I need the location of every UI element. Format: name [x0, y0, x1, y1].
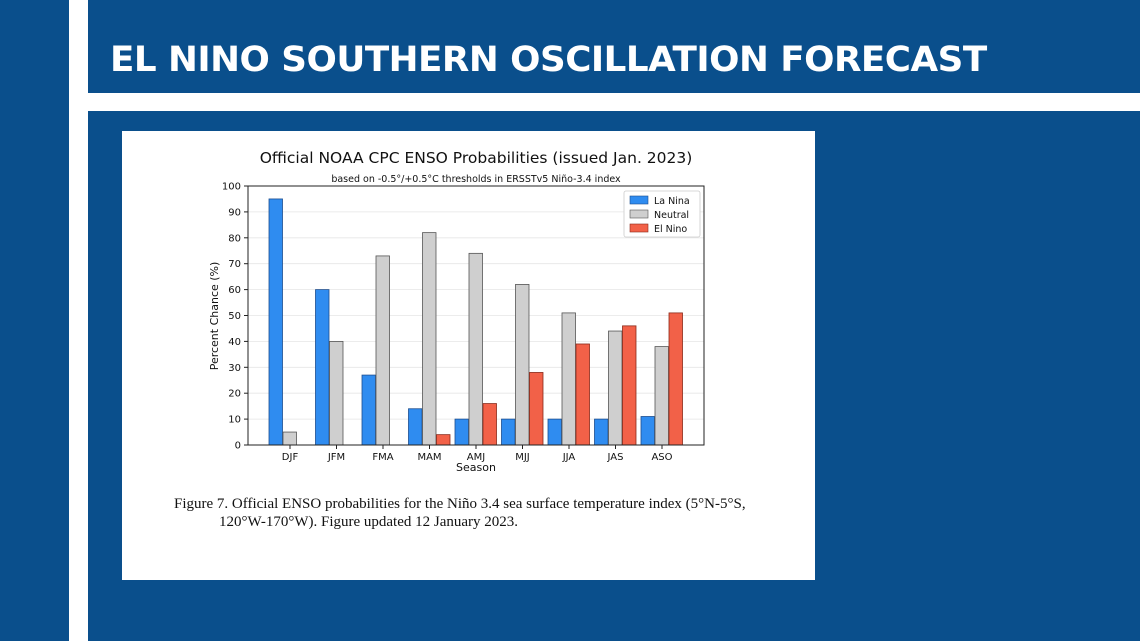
bar-el-nino-mjj	[529, 372, 544, 446]
bar-la-nina-jfm	[315, 289, 330, 446]
bars	[268, 198, 683, 446]
y-tick-label: 0	[235, 441, 241, 452]
y-tick-label: 30	[228, 363, 241, 374]
bar-neutral-mjj	[515, 284, 530, 446]
y-tick-label: 70	[228, 259, 241, 270]
bar-el-nino-amj	[482, 403, 497, 446]
figure-caption: Figure 7. Official ENSO probabilities fo…	[174, 495, 774, 531]
bar-la-nina-aso	[640, 416, 655, 446]
y-tick-label: 60	[228, 285, 241, 296]
legend-label: Neutral	[654, 210, 689, 221]
bar-la-nina-mjj	[501, 418, 516, 446]
vertical-divider	[69, 0, 88, 641]
caption-line-2: 120°W-170°W). Figure updated 12 January …	[219, 514, 519, 530]
x-tick-label: JFM	[327, 452, 345, 463]
x-tick-label: MAM	[417, 452, 441, 463]
caption-line-1: Figure 7. Official ENSO probabilities fo…	[174, 496, 746, 512]
x-axis-ticks: DJF JFM FMA MAM AMJ MJJ JJA JAS ASO	[282, 445, 673, 463]
bar-la-nina-djf	[268, 198, 283, 446]
bar-neutral-fma	[375, 255, 390, 446]
bar-neutral-jja	[561, 312, 576, 446]
y-tick-label: 90	[228, 207, 241, 218]
x-axis-label: Season	[456, 461, 496, 474]
legend-label: La Nina	[654, 196, 690, 207]
left-sidebar-bar	[0, 0, 69, 641]
x-tick-label: DJF	[282, 452, 299, 463]
bar-la-nina-mam	[408, 408, 423, 446]
y-tick-label: 50	[228, 311, 241, 322]
legend-label: El Nino	[654, 224, 687, 235]
figure-panel: Official NOAA CPC ENSO Probabilities (is…	[122, 131, 815, 580]
chart-subtitle: based on -0.5°/+0.5°C thresholds in ERSS…	[331, 174, 621, 185]
y-axis-label: Percent Chance (%)	[208, 262, 221, 371]
x-tick-label: ASO	[651, 452, 672, 463]
bar-neutral-jas	[608, 330, 623, 446]
bar-neutral-aso	[654, 346, 669, 446]
bar-el-nino-jas	[622, 325, 637, 446]
legend-swatch	[629, 209, 649, 219]
bar-la-nina-jja	[547, 418, 562, 446]
header-bar	[88, 0, 1140, 93]
bar-la-nina-amj	[454, 418, 469, 446]
legend: La Nina Neutral El Nino	[623, 190, 701, 238]
y-tick-label: 10	[228, 415, 241, 426]
legend-swatch	[629, 223, 649, 233]
page-title: EL NINO SOUTHERN OSCILLATION FORECAST	[110, 40, 987, 80]
bar-la-nina-fma	[361, 374, 376, 446]
chart-title: Official NOAA CPC ENSO Probabilities (is…	[260, 149, 693, 167]
bar-el-nino-mam	[436, 434, 451, 446]
bar-neutral-amj	[468, 252, 483, 446]
bar-neutral-djf	[282, 431, 297, 446]
x-tick-label: JAS	[607, 452, 624, 463]
legend-swatch	[629, 195, 649, 205]
y-tick-label: 40	[228, 337, 241, 348]
x-tick-label: FMA	[372, 452, 393, 463]
y-tick-label: 20	[228, 389, 241, 400]
x-tick-label: JJA	[562, 452, 576, 463]
x-tick-label: AMJ	[467, 452, 485, 463]
y-tick-label: 100	[222, 182, 241, 193]
y-axis-ticks: 0 10 20 30 40 50 60 70 80 90 100	[222, 182, 248, 452]
x-tick-label: MJJ	[515, 452, 530, 463]
bar-neutral-mam	[422, 232, 437, 446]
horizontal-divider	[88, 93, 1140, 111]
bar-el-nino-aso	[668, 312, 683, 446]
y-tick-label: 80	[228, 233, 241, 244]
enso-probability-chart: Official NOAA CPC ENSO Probabilities (is…	[208, 149, 705, 474]
bar-neutral-jfm	[329, 340, 344, 446]
bar-el-nino-jja	[575, 343, 590, 446]
bar-la-nina-jas	[594, 418, 609, 446]
